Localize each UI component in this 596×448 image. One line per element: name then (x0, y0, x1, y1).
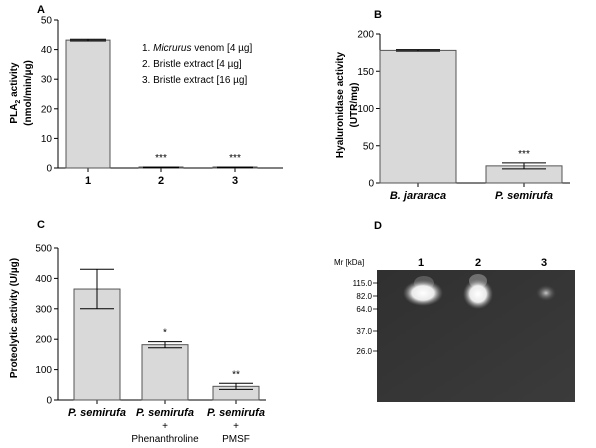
x-category-label: 3 (232, 175, 238, 187)
significance-label: *** (229, 153, 241, 164)
significance-label: ** (232, 369, 240, 380)
gel-marker-label: 82.0 (356, 292, 372, 301)
panel-a-legend: 1. Micrurus venom [4 µg] 2. Bristle extra… (142, 43, 252, 86)
panel-a: A PLA2 activity (nmol/min/µg) 0 10 20 30 40 5… (9, 4, 283, 187)
gel-lane-label: 3 (541, 257, 547, 269)
y-tick-label: 0 (46, 396, 52, 407)
x-category-label: 2 (158, 175, 164, 187)
y-tick-label: 200 (357, 30, 374, 41)
gel-lane-2-band (463, 279, 493, 309)
legend-entry: 2. Bristle extract [4 µg] (142, 59, 242, 70)
gel-marker-label: 26.0 (356, 347, 372, 356)
bar (379, 49, 457, 184)
gel-mr-label: Mr [kDa] (334, 258, 364, 267)
y-tick-label: 0 (368, 179, 374, 190)
panel-a-y-axis-unit: (nmol/min/µg) (23, 60, 34, 126)
panel-c: C Proteolytic activity (U/µg) 0 100 200 300… (9, 219, 266, 445)
y-tick-label: 150 (357, 67, 374, 78)
y-tick-label: 20 (41, 104, 53, 115)
y-tick-label: 100 (357, 104, 374, 115)
significance-label: *** (155, 153, 167, 164)
gel-lane-3-band (536, 285, 556, 301)
y-tick-label: 40 (41, 45, 53, 56)
y-tick-label: 50 (363, 141, 375, 152)
x-category-label: P. semirufa (68, 407, 126, 419)
panel-d: D Mr [kDa] 115.0 82.0 64.0 37.0 26.0 1 2 3 (334, 220, 575, 402)
y-tick-label: 300 (35, 304, 52, 315)
panel-d-letter: D (374, 220, 382, 232)
x-category-label-plus: + (162, 421, 168, 432)
y-tick-label: 400 (35, 274, 52, 285)
significance-label: *** (518, 149, 530, 160)
panel-a-y-axis-label: PLA2 activity (9, 62, 22, 124)
y-tick-label: 200 (35, 335, 52, 346)
gel-marker-label: 37.0 (356, 327, 372, 336)
y-tick-label: 30 (41, 75, 53, 86)
gel-lane-label: 1 (418, 257, 424, 269)
panel-b-letter: B (374, 9, 382, 21)
significance-label: * (163, 328, 167, 339)
gel-lane-label: 2 (475, 257, 481, 269)
x-category-label: B. jararaca (390, 190, 446, 202)
panel-b-y-axis-label: Hyaluronidase activity (335, 51, 346, 158)
y-tick-label: 100 (35, 365, 52, 376)
legend-entry: 3. Bristle extract [16 µg] (142, 75, 247, 86)
legend-entry: 1. Micrurus venom [4 µg] (142, 43, 252, 54)
bar (141, 344, 189, 401)
x-category-label-inhibitor: PMSF (222, 434, 250, 445)
x-category-label: P. semirufa (207, 407, 265, 419)
panel-b-y-axis-unit: (UTR/mg) (349, 83, 360, 128)
panel-a-y-axis-title: PLA2 activity (nmol/min/µg) (9, 60, 34, 126)
panel-b: B Hyaluronidase activity (UTR/mg) 0 50 100… (335, 9, 570, 202)
panel-c-letter: C (37, 219, 45, 231)
y-tick-label: 10 (41, 134, 53, 145)
y-tick-label: 0 (46, 164, 52, 175)
panel-a-letter: A (37, 4, 45, 16)
gel-marker-label: 64.0 (356, 305, 372, 314)
y-tick-label: 50 (41, 16, 53, 27)
x-category-label: 1 (85, 175, 91, 187)
gel-lane-1-band (403, 280, 443, 306)
x-category-label-plus: + (233, 421, 239, 432)
gel-marker-label: 115.0 (353, 279, 373, 288)
panel-c-y-axis-label: Proteolytic activity (U/µg) (9, 258, 20, 378)
y-tick-label: 500 (35, 244, 52, 255)
x-category-label-inhibitor: Phenanthroline (131, 434, 199, 445)
x-category-label: P. semirufa (136, 407, 194, 419)
bar (65, 39, 111, 169)
x-category-label: P. semirufa (495, 190, 553, 202)
